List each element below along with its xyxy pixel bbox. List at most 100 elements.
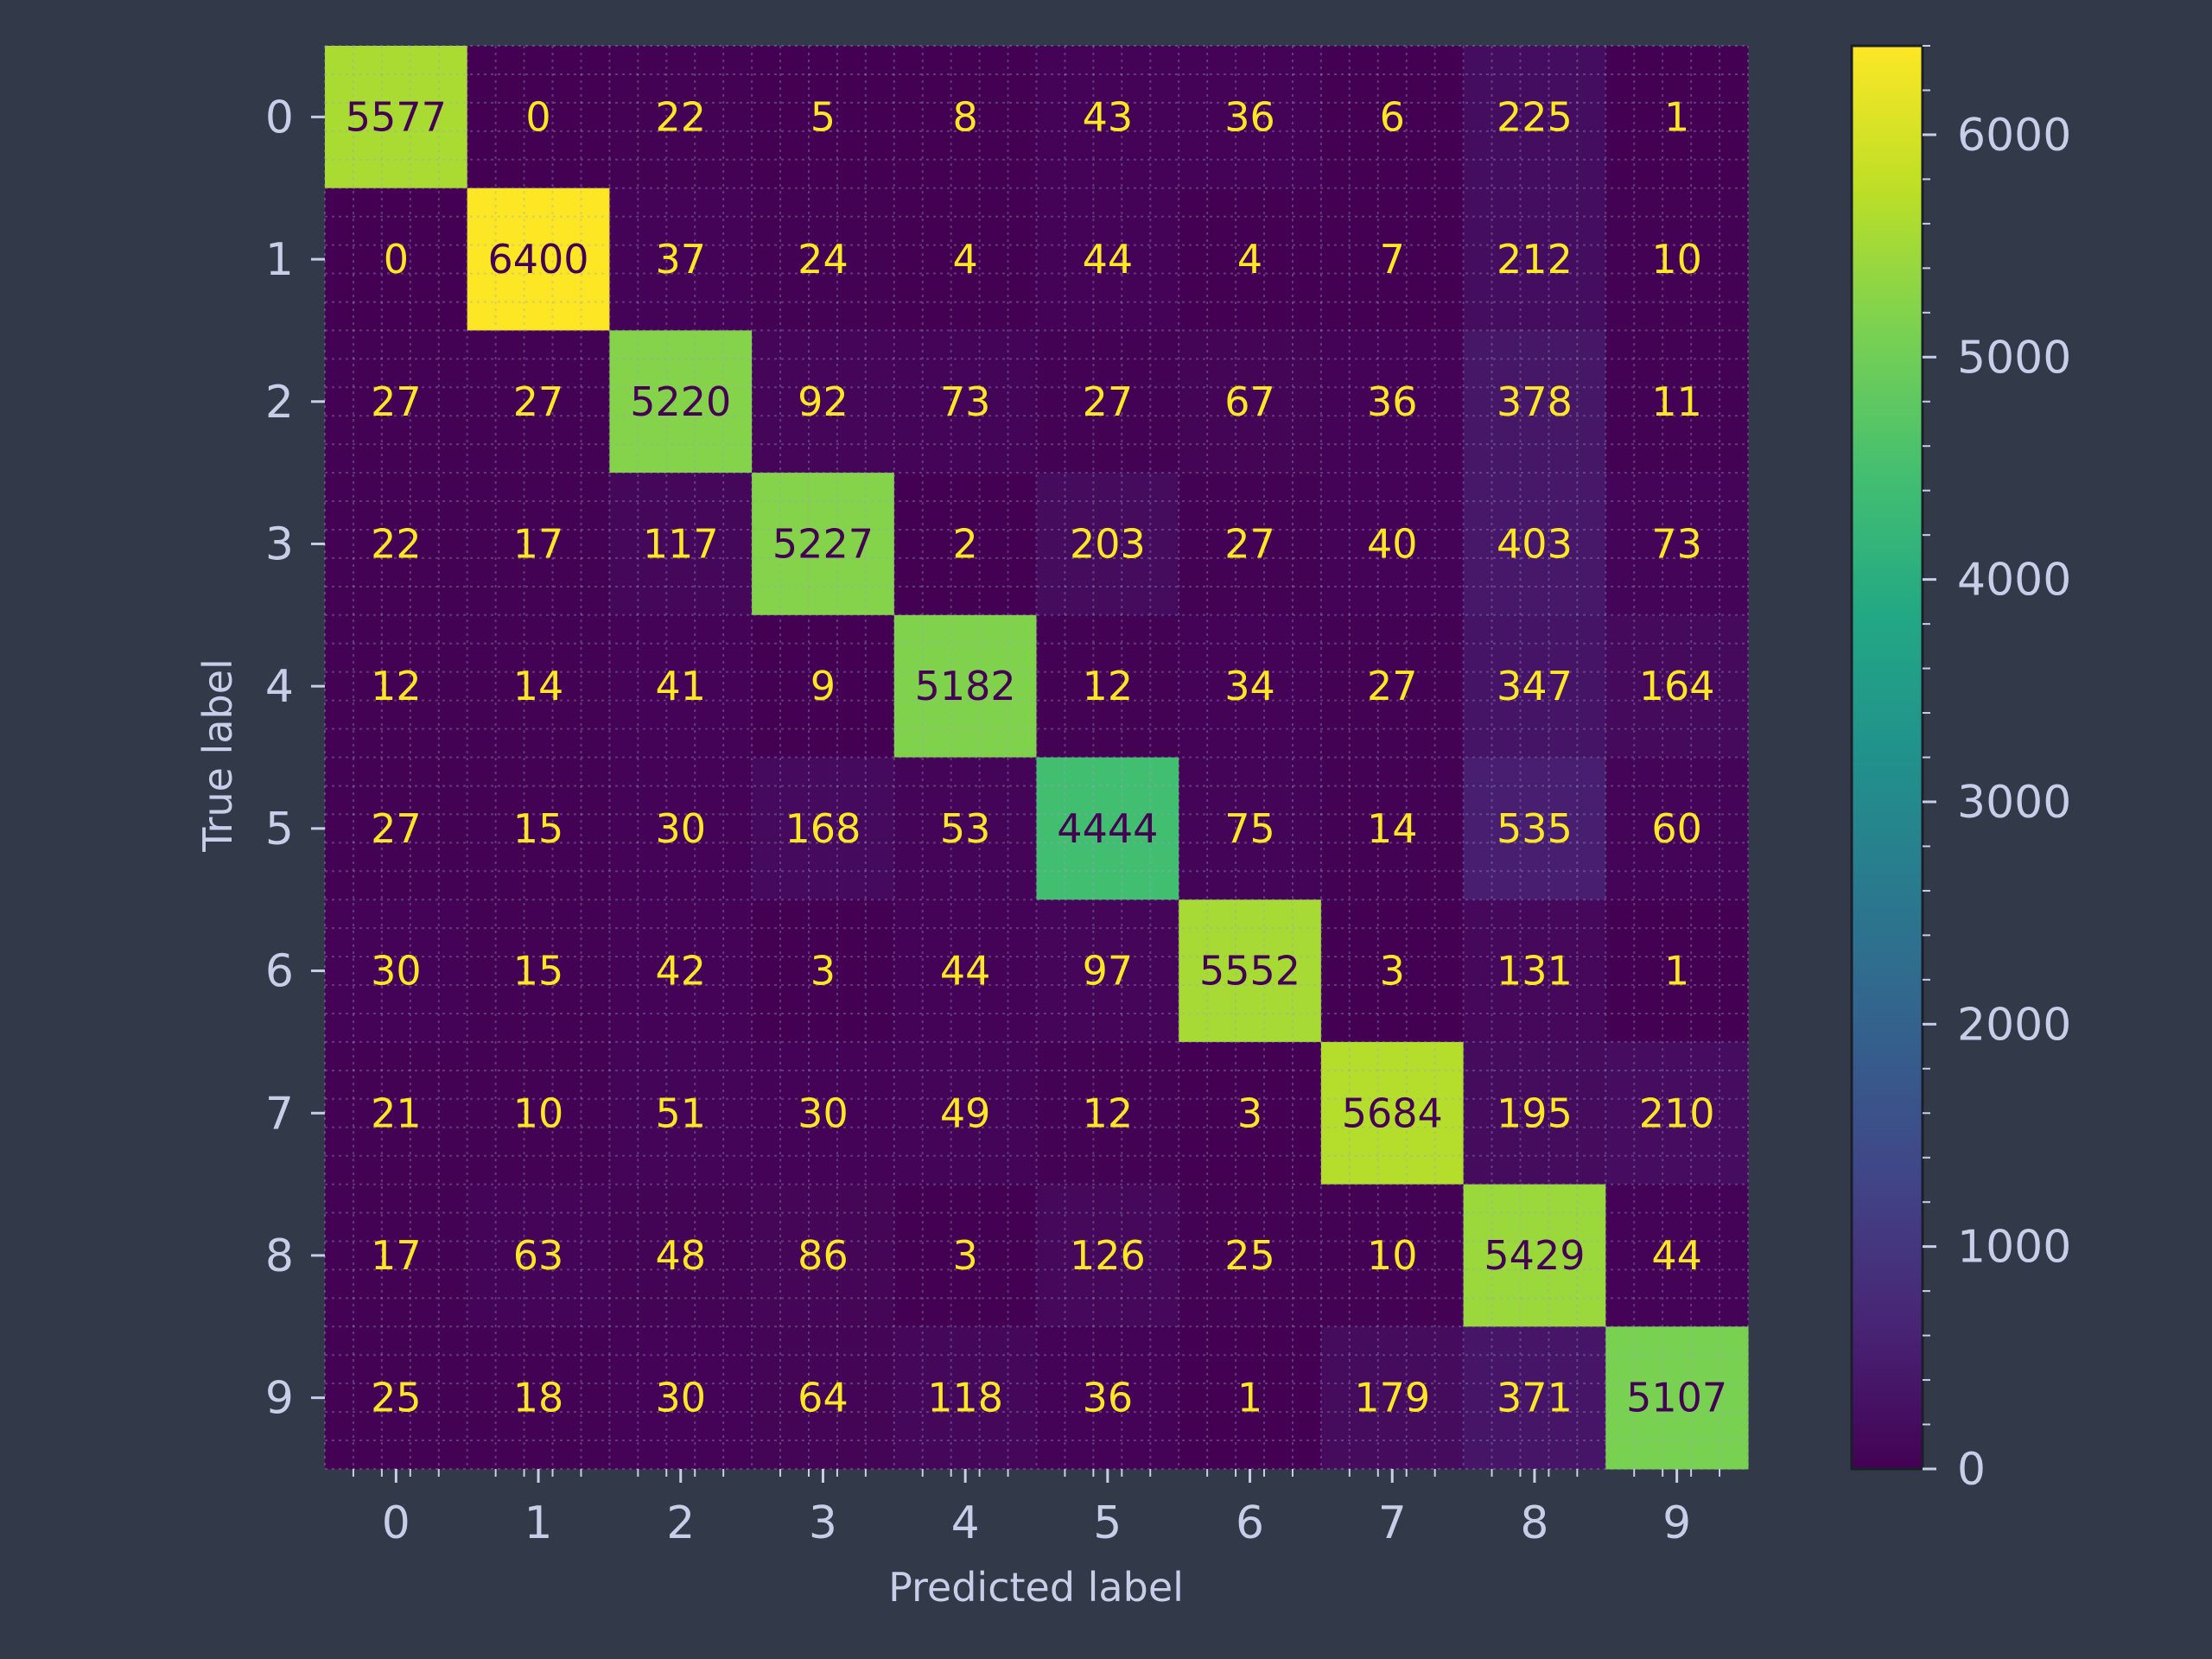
heatmap-cell bbox=[1320, 1184, 1465, 1327]
cell-value-label: 30 bbox=[798, 1090, 849, 1136]
heatmap-cell bbox=[1463, 757, 1606, 900]
heatmap-cell bbox=[752, 757, 895, 900]
heatmap-cell bbox=[1463, 1184, 1606, 1327]
colorbar-tick-label: 0 bbox=[1957, 1444, 1986, 1496]
heatmap-cell bbox=[325, 899, 468, 1043]
cell-value-label: 12 bbox=[371, 663, 422, 709]
cell-value-label: 5 bbox=[810, 93, 836, 140]
heatmap-cell bbox=[752, 899, 895, 1043]
heatmap-cell bbox=[325, 473, 468, 616]
cell-value-label: 75 bbox=[1224, 805, 1275, 852]
heatmap-cell bbox=[1179, 473, 1322, 616]
cell-value-label: 17 bbox=[371, 1232, 422, 1279]
cell-value-label: 63 bbox=[513, 1232, 564, 1279]
heatmap-cell bbox=[1463, 330, 1606, 474]
cell-value-label: 22 bbox=[655, 93, 706, 140]
y-tick-label: 0 bbox=[265, 92, 294, 143]
heatmap-cell bbox=[609, 473, 753, 616]
x-tick-label: 0 bbox=[382, 1497, 410, 1549]
cell-value-label: 73 bbox=[1651, 520, 1702, 567]
heatmap-cell bbox=[752, 473, 895, 616]
heatmap-cell bbox=[893, 473, 1037, 616]
cell-value-label: 1 bbox=[1664, 948, 1689, 995]
heatmap-cell bbox=[609, 757, 753, 900]
cell-value-label: 118 bbox=[927, 1375, 1003, 1421]
heatmap-cell bbox=[893, 614, 1037, 758]
cell-value-label: 7 bbox=[1380, 236, 1405, 283]
cell-value-label: 8 bbox=[953, 93, 978, 140]
y-tick-label: 3 bbox=[265, 518, 294, 570]
heatmap-cell bbox=[1036, 614, 1179, 758]
cell-value-label: 25 bbox=[1224, 1232, 1275, 1279]
heatmap-cell bbox=[1179, 1184, 1322, 1327]
grid-lines bbox=[324, 45, 1749, 1470]
heatmap-cell bbox=[1320, 473, 1465, 616]
cell-value-label: 34 bbox=[1224, 663, 1275, 709]
x-tick-label: 3 bbox=[809, 1497, 837, 1549]
heatmap-cell bbox=[893, 330, 1037, 474]
x-tick-label: 7 bbox=[1378, 1497, 1407, 1549]
heatmap-cell bbox=[1036, 473, 1179, 616]
colorbar-tick-label: 6000 bbox=[1957, 110, 2071, 162]
cell-value-label: 179 bbox=[1354, 1375, 1430, 1421]
heatmap-cell bbox=[467, 1041, 610, 1185]
cell-value-label: 36 bbox=[1224, 93, 1275, 140]
cell-value-label: 6 bbox=[1380, 93, 1405, 140]
heatmap-cell bbox=[609, 1326, 753, 1470]
cell-value-label: 12 bbox=[1083, 663, 1134, 709]
x-tick-label: 2 bbox=[666, 1497, 695, 1549]
cell-value-label: 3 bbox=[810, 948, 836, 995]
cell-value-label: 27 bbox=[513, 378, 564, 425]
cell-value-label: 25 bbox=[371, 1375, 422, 1421]
heatmap-cell bbox=[1320, 757, 1465, 900]
cell-value-label: 67 bbox=[1224, 378, 1275, 425]
heatmap-cell bbox=[893, 46, 1037, 189]
heatmap-cell bbox=[1036, 899, 1179, 1043]
heatmap-cell bbox=[752, 46, 895, 189]
cell-value-label: 117 bbox=[643, 520, 719, 567]
heatmap-cell bbox=[609, 46, 753, 189]
cell-value-label: 131 bbox=[1497, 948, 1573, 995]
heatmap-cell bbox=[467, 757, 610, 900]
cell-value-label: 10 bbox=[1367, 1232, 1418, 1279]
heatmap-cell bbox=[609, 1184, 753, 1327]
heatmap-cell bbox=[1320, 899, 1465, 1043]
cell-value-label: 5220 bbox=[630, 378, 731, 425]
cell-value-label: 5107 bbox=[1626, 1375, 1727, 1421]
colorbar-tick-label: 2000 bbox=[1957, 999, 2071, 1051]
heatmap-cell bbox=[467, 1184, 610, 1327]
cell-value-label: 2 bbox=[953, 520, 978, 567]
heatmap-cell bbox=[1179, 899, 1322, 1043]
cell-value-label: 11 bbox=[1651, 378, 1702, 425]
heatmap-cell bbox=[467, 473, 610, 616]
heatmap-cell bbox=[752, 1041, 895, 1185]
cell-value-label: 9 bbox=[810, 663, 836, 709]
heatmap-cell bbox=[893, 1041, 1037, 1185]
cell-value-label: 3 bbox=[1380, 948, 1405, 995]
heatmap-cell bbox=[467, 330, 610, 474]
cell-value-label: 73 bbox=[940, 378, 991, 425]
heatmap-cell bbox=[1036, 1326, 1179, 1470]
heatmap-cell bbox=[1179, 330, 1322, 474]
heatmap-cell bbox=[467, 46, 610, 189]
x-tick-label: 5 bbox=[1093, 1497, 1122, 1549]
cell-value-label: 36 bbox=[1083, 1375, 1134, 1421]
cell-value-label: 51 bbox=[655, 1090, 706, 1136]
cell-value-label: 60 bbox=[1651, 805, 1702, 852]
cell-value-label: 92 bbox=[798, 378, 849, 425]
heatmap-cell bbox=[1179, 1326, 1322, 1470]
cell-value-label: 225 bbox=[1497, 93, 1573, 140]
cell-value-label: 22 bbox=[371, 520, 422, 567]
x-tick-label: 6 bbox=[1236, 1497, 1264, 1549]
x-tick-label: 9 bbox=[1662, 1497, 1691, 1549]
heatmap-cell bbox=[1463, 473, 1606, 616]
cell-value-label: 42 bbox=[655, 948, 706, 995]
heatmap-cell bbox=[1179, 757, 1322, 900]
x-tick-label: 4 bbox=[951, 1497, 980, 1549]
cell-value-label: 64 bbox=[798, 1375, 849, 1421]
cell-value-label: 27 bbox=[1367, 663, 1418, 709]
colorbar-tick-label: 1000 bbox=[1957, 1222, 2071, 1274]
heatmap-cell bbox=[325, 1041, 468, 1185]
heatmap-cell bbox=[1320, 1041, 1465, 1185]
